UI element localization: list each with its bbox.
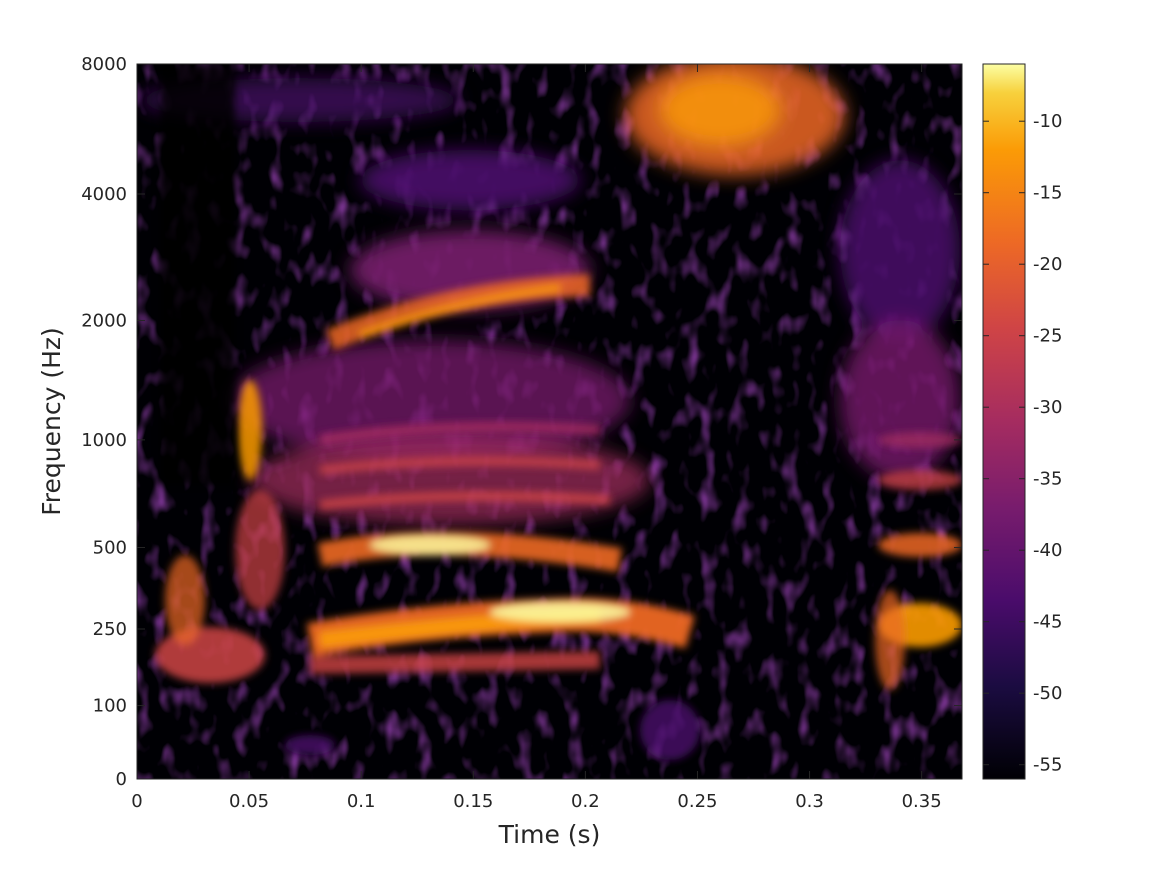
x-tick-label: 0 <box>131 791 142 812</box>
x-tick-label: 0.2 <box>571 791 600 812</box>
x-tick-label: 0.1 <box>347 791 376 812</box>
y-tick-label: 4000 <box>81 184 127 205</box>
colorbar-tick-label: -40 <box>1033 540 1062 561</box>
x-tick-label: 0.3 <box>795 791 824 812</box>
colorbar-tick-label: -55 <box>1033 755 1062 776</box>
x-tick-label: 0.05 <box>229 791 269 812</box>
x-tick-label: 0.15 <box>453 791 493 812</box>
colorbar-tick-label: -20 <box>1033 254 1062 275</box>
colorbar-tick-label: -35 <box>1033 469 1062 490</box>
colorbar-tick-label: -30 <box>1033 397 1062 418</box>
y-tick-label: 0 <box>116 769 127 790</box>
colorbar <box>982 63 1026 780</box>
colorbar-tick-label: -25 <box>1033 326 1062 347</box>
x-tick-label: 0.35 <box>902 791 942 812</box>
y-tick-label: 8000 <box>81 54 127 75</box>
plot-frame <box>136 63 963 780</box>
colorbar-tick-label: -45 <box>1033 612 1062 633</box>
colorbar-tick-label: -10 <box>1033 111 1062 132</box>
colorbar-tick-label: -15 <box>1033 183 1062 204</box>
x-axis: 0 0.05 0.1 0.15 0.2 0.25 0.3 0.35 <box>131 64 942 812</box>
y-tick-label: 100 <box>93 696 127 717</box>
spectrogram-image <box>137 64 962 779</box>
y-axis-label: Frequency (Hz) <box>37 327 66 516</box>
y-tick-label: 250 <box>93 619 127 640</box>
y-axis: 0 100 250 500 1000 2000 4000 8000 <box>81 54 962 790</box>
y-tick-label: 2000 <box>81 310 127 331</box>
x-axis-label: Time (s) <box>498 820 601 849</box>
x-tick-label: 0.25 <box>677 791 717 812</box>
colorbar-axis: -10 -15 -20 -25 -30 -35 -40 -45 -50 -55 <box>983 111 1062 776</box>
y-tick-label: 1000 <box>81 430 127 451</box>
colorbar-tick-label: -50 <box>1033 683 1062 704</box>
y-tick-label: 500 <box>93 537 127 558</box>
